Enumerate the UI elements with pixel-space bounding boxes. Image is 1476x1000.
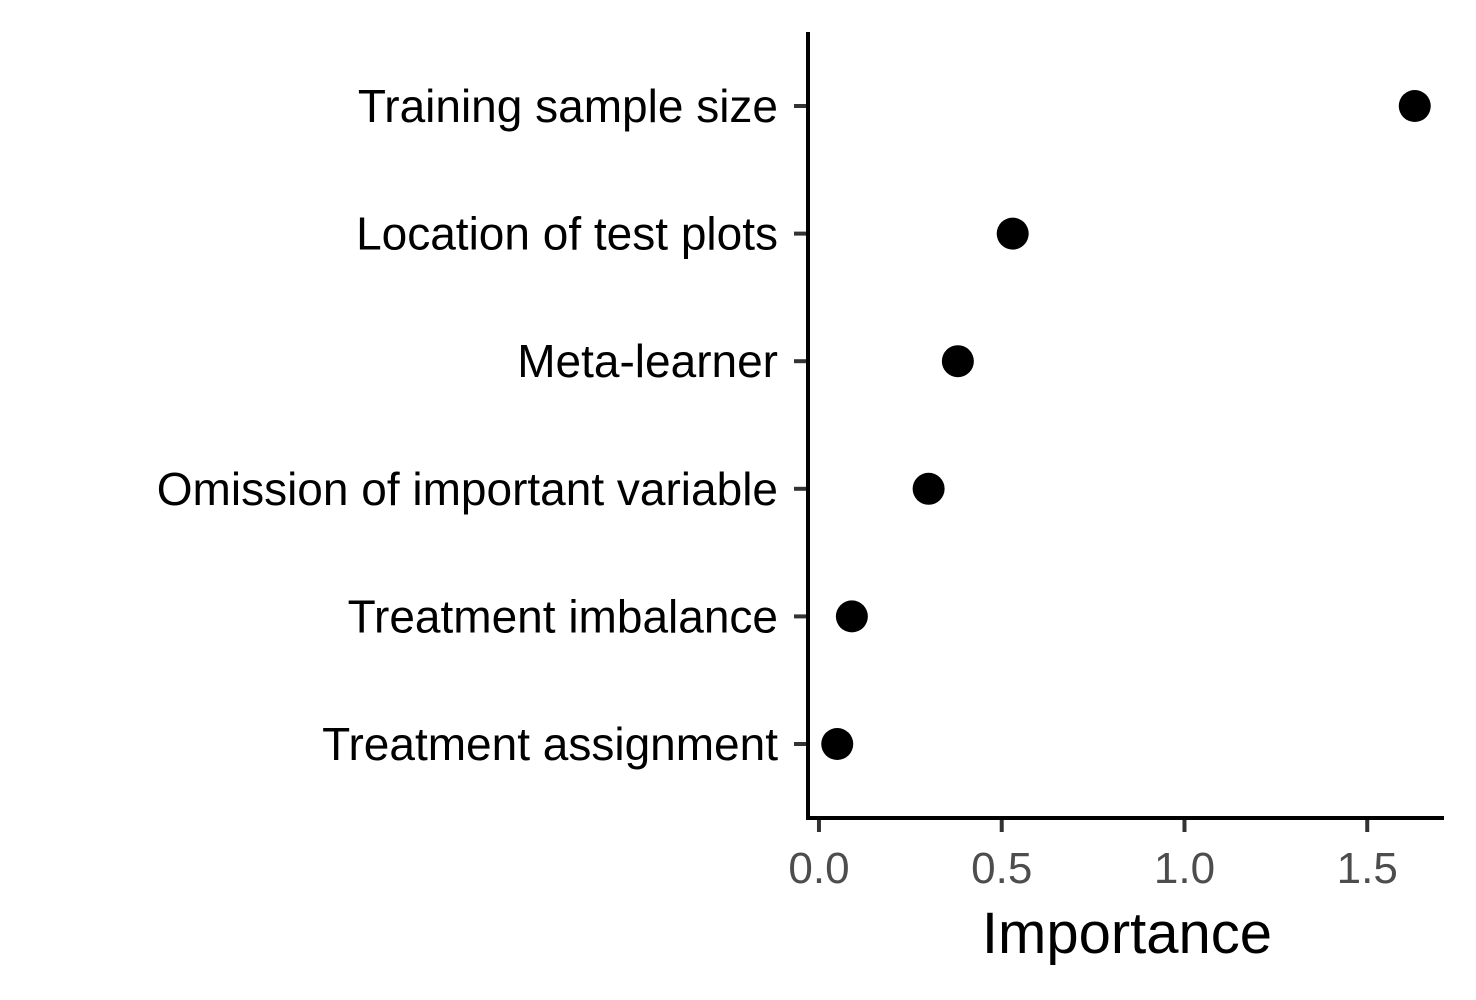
data-point xyxy=(996,217,1029,250)
x-tick-label: 1.5 xyxy=(1337,844,1398,893)
data-point xyxy=(1398,90,1431,122)
data-point xyxy=(912,472,945,505)
x-axis-tick-labels: 0.0 0.5 1.0 1.5 xyxy=(788,844,1397,893)
y-tick-label: Location of test plots xyxy=(356,208,778,260)
data-point xyxy=(821,728,854,760)
x-axis-title: Importance xyxy=(982,901,1272,966)
x-tick-label: 1.0 xyxy=(1154,844,1215,893)
y-tick-label: Treatment imbalance xyxy=(348,590,778,642)
x-tick-label: 0.0 xyxy=(788,844,849,893)
data-points xyxy=(821,90,1431,760)
y-tick-label: Meta-learner xyxy=(517,335,778,387)
x-tick-label: 0.5 xyxy=(971,844,1032,893)
x-axis-ticks xyxy=(816,818,1370,832)
data-point xyxy=(941,345,974,378)
y-axis-ticks xyxy=(794,104,808,746)
y-tick-label: Omission of important variable xyxy=(157,463,778,515)
y-axis-tick-labels: Training sample size Location of test plo… xyxy=(157,80,778,770)
y-tick-label: Training sample size xyxy=(358,80,778,132)
y-tick-label: Treatment assignment xyxy=(322,718,778,770)
data-point xyxy=(835,600,868,633)
